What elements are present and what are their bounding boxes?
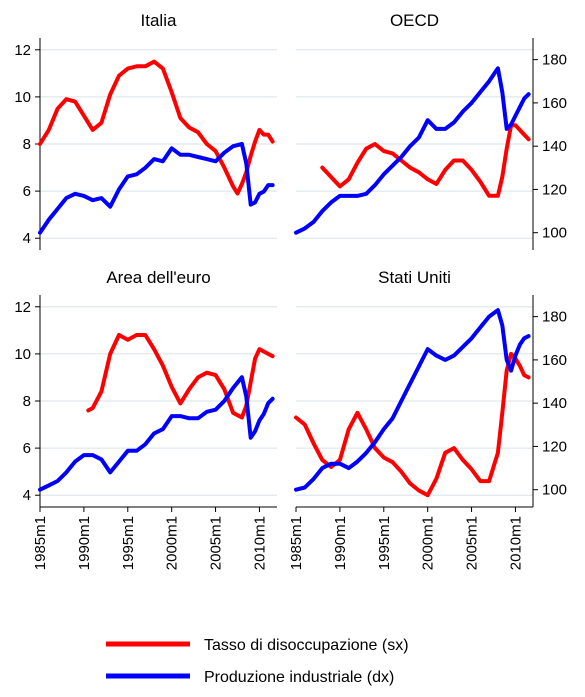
x-tick-label: 1985m1 (288, 516, 305, 570)
x-tick-label: 1990m1 (76, 516, 93, 570)
y-tick-label-right: 140 (542, 138, 567, 155)
legend-label: Produzione industriale (dx) (204, 669, 394, 686)
legend-label: Tasso di disoccupazione (sx) (204, 637, 409, 654)
y-tick-label-left: 6 (23, 183, 31, 200)
panel-1: OECD 100 120 140 160 180 (294, 11, 567, 250)
series-line-production (294, 308, 531, 492)
y-tick-label-right: 120 (542, 438, 567, 455)
x-tick-label: 2005m1 (464, 516, 481, 570)
panel-title: Stati Uniti (378, 268, 451, 287)
y-tick-label-right: 120 (542, 181, 567, 198)
y-tick-label-left: 4 (23, 487, 31, 504)
series-line-unemployment (320, 123, 531, 198)
x-tick-label: 2010m1 (251, 516, 268, 570)
y-tick-label-left: 12 (14, 299, 31, 316)
x-tick-label: 1995m1 (376, 516, 393, 570)
panel-0: Italia 4 6 8 10 12 (14, 11, 277, 250)
y-tick-label-right: 180 (542, 309, 567, 326)
x-tick-label: 2000m1 (420, 516, 437, 570)
y-tick-label-left: 10 (14, 89, 31, 106)
series-line-unemployment (86, 333, 275, 420)
series-line-production (38, 142, 275, 235)
panel-title: Area dell'euro (106, 268, 210, 287)
x-tick-label: 1995m1 (120, 516, 137, 570)
series-line-production (294, 66, 531, 235)
y-tick-label-left: 10 (14, 346, 31, 363)
panel-title: Italia (141, 11, 177, 30)
x-tick-label: 1990m1 (332, 516, 349, 570)
y-tick-label-right: 180 (542, 52, 567, 69)
series-line-unemployment (294, 351, 531, 498)
y-tick-label-left: 6 (23, 440, 31, 457)
y-tick-label-left: 8 (23, 136, 31, 153)
y-tick-label-right: 140 (542, 395, 567, 412)
panel-title: OECD (390, 11, 439, 30)
y-tick-label-right: 160 (542, 352, 567, 369)
y-tick-label-right: 160 (542, 95, 567, 112)
x-tick-label: 2000m1 (164, 516, 181, 570)
legend: Tasso di disoccupazione (sx) Produzione i… (106, 637, 409, 686)
y-tick-label-left: 8 (23, 393, 31, 410)
series-line-unemployment (38, 59, 275, 196)
x-tick-label: 2010m1 (507, 516, 524, 570)
y-tick-label-left: 12 (14, 42, 31, 59)
x-tick-label: 2005m1 (208, 516, 225, 570)
x-tick-label: 1985m1 (32, 516, 49, 570)
y-tick-label-left: 4 (23, 230, 31, 247)
series-line-production (38, 375, 275, 492)
panel-3: Stati Uniti 100 120 140 160 180 1985m1 1990m1 19… (288, 268, 567, 570)
y-tick-label-right: 100 (542, 225, 567, 242)
y-tick-label-right: 100 (542, 482, 567, 499)
panel-2: Area dell'euro 4 6 8 10 12 1985m1 1990m1 1995m1 2… (14, 268, 277, 570)
